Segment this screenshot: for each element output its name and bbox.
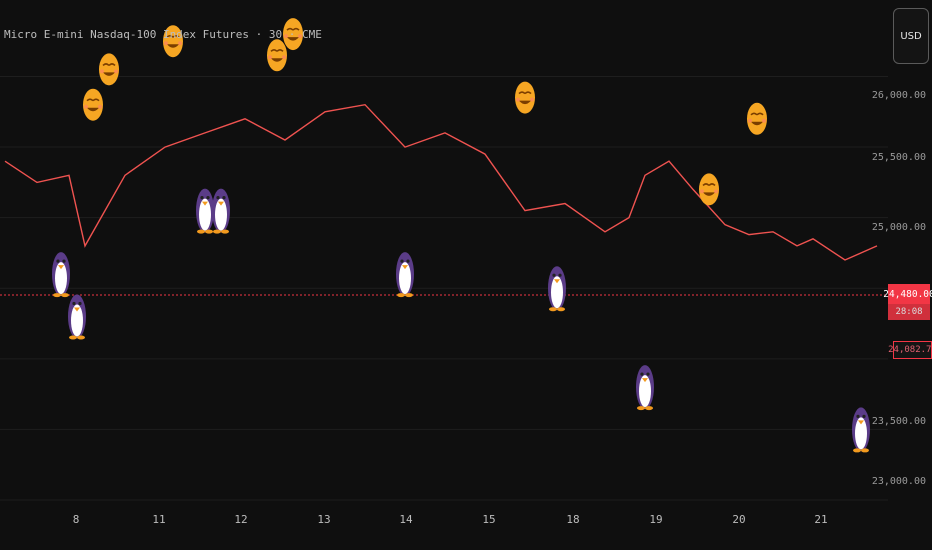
- smiling-face-emoji-icon: [747, 102, 767, 135]
- price-label: 26,000.00: [871, 90, 926, 101]
- penguin-icon: [636, 365, 654, 411]
- penguin-icon: [548, 266, 566, 312]
- time-label: 12: [234, 513, 248, 526]
- smiling-face-emoji-icon: [283, 18, 303, 51]
- penguin-icon: [196, 188, 214, 234]
- time-label: 15: [482, 513, 496, 526]
- penguin-icon: [212, 188, 230, 234]
- chart-grid: [0, 75, 888, 501]
- penguin-icon: [68, 294, 86, 340]
- smiling-face-emoji-icon: [267, 39, 287, 72]
- time-label: 20: [732, 513, 746, 526]
- smiling-face-emoji-icon: [515, 81, 535, 114]
- penguin-icon: [396, 252, 414, 298]
- time-label: 14: [399, 513, 413, 526]
- currency-button[interactable]: USD: [893, 8, 929, 64]
- time-label: 21: [814, 513, 828, 526]
- price-series-line: [4, 103, 878, 261]
- smiling-face-emoji-icon: [163, 25, 183, 58]
- price-label: 25,000.00: [871, 222, 926, 233]
- time-label: 18: [566, 513, 580, 526]
- signal-markers: [52, 18, 870, 453]
- smiling-face-emoji-icon: [99, 53, 119, 86]
- last-price-tag: 24,082.75: [888, 341, 932, 359]
- time-label: 11: [152, 513, 166, 526]
- penguin-icon: [52, 252, 70, 298]
- smiling-face-emoji-icon: [699, 173, 719, 206]
- price-label: 23,000.00: [871, 476, 926, 487]
- price-label: 23,500.00: [871, 416, 926, 427]
- time-label: 8: [72, 513, 80, 526]
- price-label: 25,500.00: [871, 152, 926, 163]
- time-label: 19: [649, 513, 663, 526]
- chart-title: Micro E-mini Nasdaq-100 Index Futures · …: [4, 28, 322, 41]
- smiling-face-emoji-icon: [83, 88, 103, 121]
- penguin-icon: [852, 407, 870, 453]
- time-label: 13: [317, 513, 331, 526]
- bar-countdown: 28:08: [888, 304, 930, 320]
- current-price-tag: 24,480.00: [883, 284, 932, 304]
